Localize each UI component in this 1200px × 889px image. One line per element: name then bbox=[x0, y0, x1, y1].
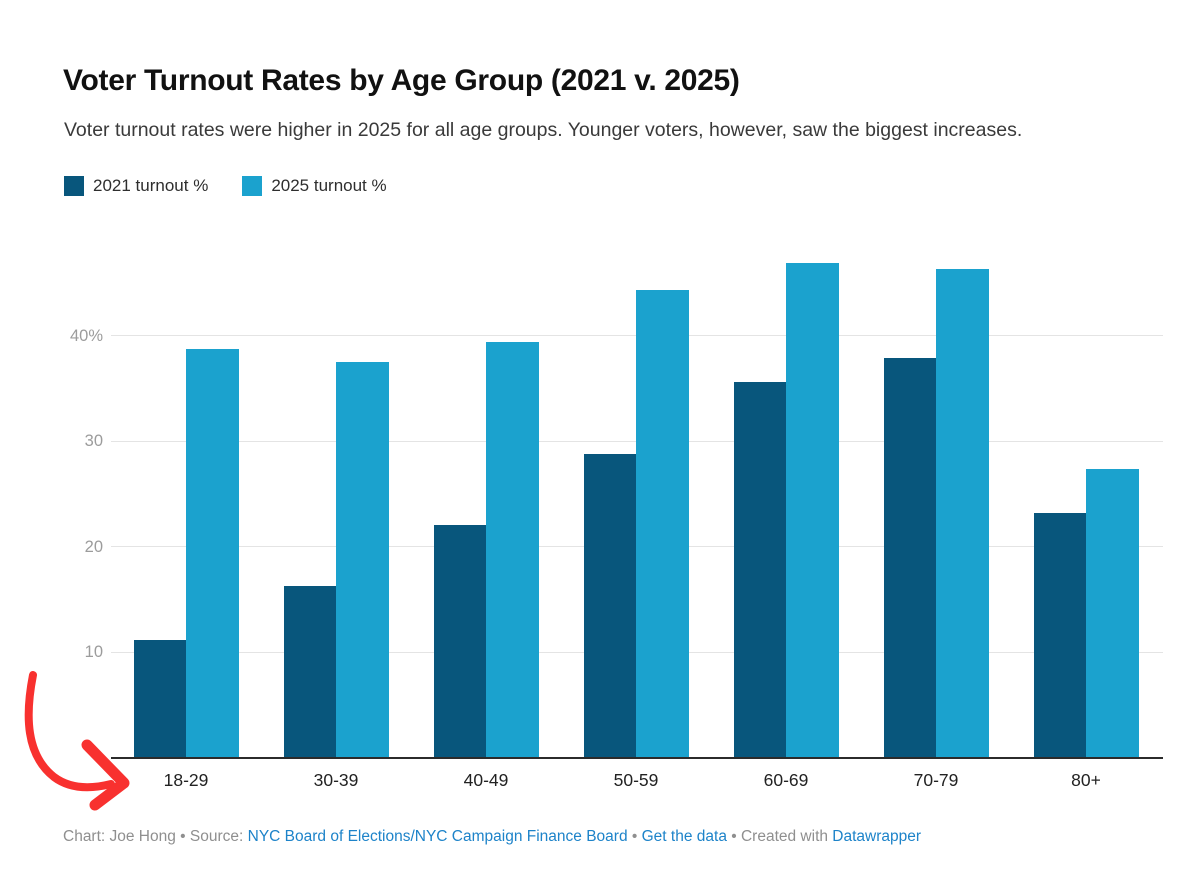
bar-60-69-2021[interactable] bbox=[734, 382, 786, 758]
footer-link-5[interactable]: Datawrapper bbox=[832, 828, 922, 845]
x-tick-label-50-59: 50-59 bbox=[613, 770, 659, 790]
x-tick-label-18-29: 18-29 bbox=[163, 770, 209, 790]
footer-text-0: Chart: Joe Hong • Source: bbox=[63, 828, 248, 845]
bar-80+-2021[interactable] bbox=[1034, 513, 1086, 758]
legend-item-2021: 2021 turnout % bbox=[64, 176, 208, 196]
bar-50-59-2025[interactable] bbox=[636, 290, 689, 758]
y-tick-label-10: 10 bbox=[84, 643, 103, 662]
bar-70-79-2021[interactable] bbox=[884, 357, 936, 758]
bar-50-59-2021[interactable] bbox=[584, 453, 636, 758]
legend-swatch-2025-icon bbox=[242, 176, 263, 196]
bar-70-79-2025[interactable] bbox=[936, 269, 989, 758]
legend-item-2025: 2025 turnout % bbox=[242, 176, 387, 196]
x-tick-label-40-49: 40-49 bbox=[463, 770, 509, 790]
x-tick-label-70-79: 70-79 bbox=[913, 770, 959, 790]
y-tick-label-30: 30 bbox=[84, 432, 103, 451]
bar-40-49-2021[interactable] bbox=[434, 524, 486, 758]
bar-60-69-2025[interactable] bbox=[786, 262, 839, 758]
bar-40-49-2025[interactable] bbox=[486, 341, 539, 758]
bar-18-29-2021[interactable] bbox=[134, 639, 186, 758]
x-tick-label-80+: 80+ bbox=[1071, 770, 1101, 790]
y-tick-label-20: 20 bbox=[84, 537, 103, 556]
footer-link-3[interactable]: Get the data bbox=[641, 828, 727, 845]
x-tick-label-60-69: 60-69 bbox=[763, 770, 809, 790]
chart-title: Voter Turnout Rates by Age Group (2021 v… bbox=[63, 64, 740, 98]
footer-link-1[interactable]: NYC Board of Elections/NYC Campaign Fina… bbox=[247, 828, 628, 845]
bar-30-39-2021[interactable] bbox=[284, 585, 336, 758]
footer-attribution: Chart: Joe Hong • Source: NYC Board of E… bbox=[63, 828, 921, 846]
bar-80+-2025[interactable] bbox=[1086, 468, 1139, 758]
legend-label-2021: 2021 turnout % bbox=[93, 176, 209, 195]
hand-drawn-arrow-icon bbox=[24, 671, 130, 811]
legend-label-2025: 2025 turnout % bbox=[271, 176, 387, 195]
legend: 2021 turnout % 2025 turnout % bbox=[64, 176, 387, 196]
y-tick-label-40: 40% bbox=[69, 326, 103, 345]
x-axis-line bbox=[111, 757, 1163, 759]
legend-swatch-2021-icon bbox=[64, 176, 84, 196]
x-tick-label-30-39: 30-39 bbox=[313, 770, 359, 790]
bar-18-29-2025[interactable] bbox=[186, 349, 239, 758]
footer-text-4: • Created with bbox=[726, 828, 833, 845]
bar-30-39-2025[interactable] bbox=[336, 362, 389, 758]
plot-area: 10 20 30 40% 18-29 30-39 40-49 50-59 60-69 70-79 8… bbox=[70, 230, 1163, 790]
footer-text-2: • bbox=[627, 828, 642, 845]
chart-subtitle: Voter turnout rates were higher in 2025 … bbox=[64, 118, 1023, 141]
